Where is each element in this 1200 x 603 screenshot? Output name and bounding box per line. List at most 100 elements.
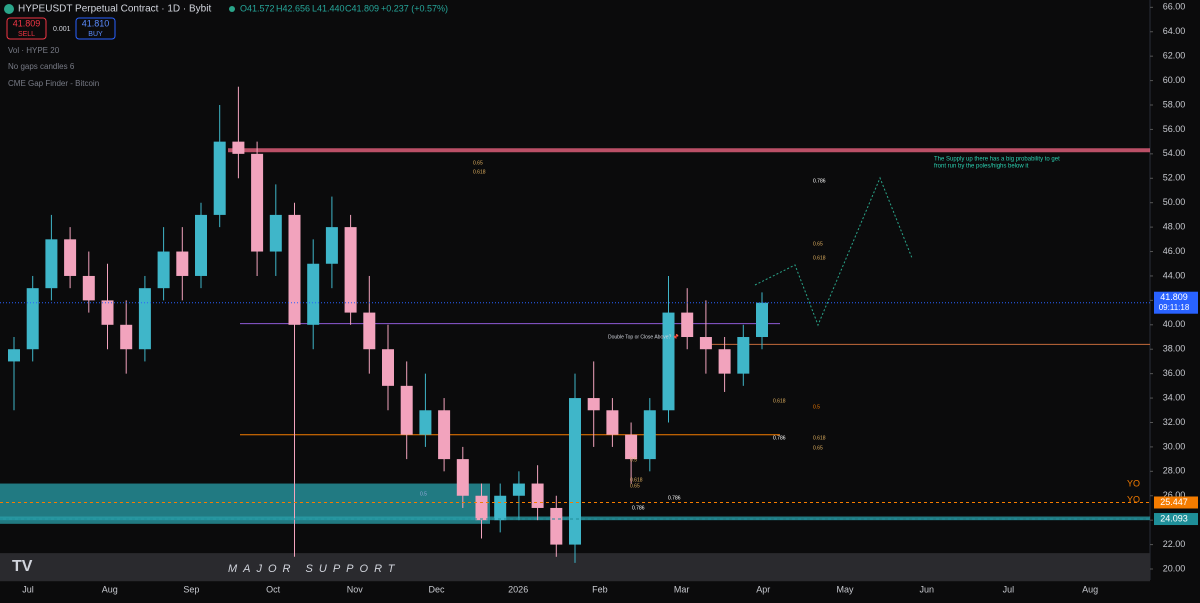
candle-body bbox=[643, 410, 656, 460]
change: +0.237 (+0.57%) bbox=[381, 3, 448, 13]
candle-body bbox=[606, 410, 619, 435]
fib-label: 0.786 bbox=[773, 435, 786, 441]
y-tick-label: 48.00 bbox=[1163, 221, 1186, 231]
ohlc-close: C41.809 bbox=[345, 3, 379, 13]
sell-button[interactable] bbox=[6, 17, 47, 40]
x-tick-label: Aug bbox=[1082, 584, 1098, 594]
y-tick-label: 52.00 bbox=[1163, 173, 1186, 183]
fib-label: 0.5 bbox=[813, 404, 820, 410]
candle-body bbox=[419, 410, 432, 435]
ohlc-high: H42.656 bbox=[276, 3, 310, 13]
fib-label: 0.786 bbox=[668, 495, 681, 501]
ohlc-open: O41.572 bbox=[240, 3, 275, 13]
x-tick-label: Jul bbox=[1003, 584, 1015, 594]
y-tick-label: 30.00 bbox=[1163, 441, 1186, 451]
x-tick-label: Nov bbox=[347, 584, 364, 594]
fib-label: 0.65 bbox=[813, 445, 823, 451]
fib-label: 0.786 bbox=[813, 178, 826, 184]
candle-body bbox=[382, 349, 394, 386]
candle-body bbox=[699, 337, 712, 350]
y-tick-label: 44.00 bbox=[1163, 270, 1186, 280]
fib-label: 0.65 bbox=[630, 483, 640, 489]
annotation: front run by the poles/highs below it bbox=[934, 164, 1029, 170]
indicator[interactable]: CME Gap Finder - Bitcoin bbox=[8, 79, 99, 88]
fib-label: 0.786 bbox=[632, 505, 645, 511]
price-label-box bbox=[1154, 513, 1198, 526]
fib-label: 0.65 bbox=[813, 241, 823, 247]
candle-body bbox=[325, 227, 338, 264]
yo-label: YO bbox=[1127, 494, 1140, 504]
candle-body bbox=[269, 214, 282, 252]
indicator[interactable]: Vol · HYPE 20 bbox=[8, 46, 60, 55]
y-tick-label: 54.00 bbox=[1163, 148, 1186, 158]
annotation: The Supply up there has a big probabilit… bbox=[934, 157, 1060, 163]
candle-body bbox=[662, 312, 675, 411]
fib-label: 0.618 bbox=[773, 398, 786, 404]
y-tick-label: 38.00 bbox=[1163, 344, 1186, 354]
fib-label: 0.618 bbox=[813, 435, 826, 441]
indicator[interactable]: No gaps candles 6 bbox=[8, 62, 75, 71]
candle-body bbox=[531, 483, 544, 508]
candle-body bbox=[8, 349, 20, 362]
last-price: 41.809 bbox=[1160, 292, 1188, 302]
symbol-icon bbox=[4, 4, 14, 14]
fib-label: 0.5 bbox=[420, 491, 427, 497]
candle-body bbox=[344, 227, 357, 313]
projection-path bbox=[754, 176, 913, 327]
fib-label: 0.618 bbox=[813, 255, 826, 261]
fib-label: 0.618 bbox=[473, 169, 486, 175]
price-label: 25.447 bbox=[1160, 497, 1188, 507]
fib-label: 0.65 bbox=[473, 160, 483, 166]
candle-body bbox=[176, 251, 189, 276]
price-label: 24.093 bbox=[1160, 513, 1188, 523]
y-tick-label: 36.00 bbox=[1163, 368, 1186, 378]
countdown: 09:11:18 bbox=[1159, 303, 1190, 312]
buy-label: BUY bbox=[88, 31, 103, 38]
candle-body bbox=[288, 214, 301, 325]
candle-body bbox=[157, 251, 170, 289]
x-tick-label: Mar bbox=[674, 584, 690, 594]
y-tick-label: 58.00 bbox=[1163, 99, 1186, 109]
buy-button[interactable] bbox=[75, 17, 116, 40]
candle-body bbox=[681, 312, 694, 338]
candle-body bbox=[512, 483, 525, 496]
y-tick-label: 40.00 bbox=[1163, 319, 1186, 329]
fib-label: 0.5 bbox=[630, 457, 637, 463]
candle-body bbox=[718, 349, 731, 374]
candle-body bbox=[213, 141, 226, 215]
tv-logo: TV bbox=[12, 558, 33, 575]
y-tick-label: 62.00 bbox=[1163, 51, 1186, 61]
candle-body bbox=[363, 312, 376, 350]
y-tick-label: 46.00 bbox=[1163, 246, 1186, 256]
y-tick-label: 26.00 bbox=[1163, 490, 1186, 500]
y-tick-label: 66.00 bbox=[1163, 2, 1186, 12]
symbol: HYPEUSDT Perpetual Contract · 1D · Bybit bbox=[18, 4, 211, 15]
buy-price: 41.810 bbox=[82, 18, 110, 28]
price-label-box bbox=[1154, 496, 1198, 509]
candle-body bbox=[400, 385, 413, 435]
y-tick-label: 60.00 bbox=[1163, 75, 1186, 85]
x-tick-label: Sep bbox=[183, 584, 199, 594]
annotation: Double Top or Close Above? 📌 bbox=[608, 333, 680, 340]
candle-body bbox=[625, 434, 638, 460]
x-tick-label: Dec bbox=[428, 584, 445, 594]
candle-body bbox=[251, 153, 264, 252]
y-tick-label: 34.00 bbox=[1163, 392, 1186, 402]
y-tick-label: 64.00 bbox=[1163, 26, 1186, 36]
y-tick-label: 32.00 bbox=[1163, 417, 1186, 427]
x-tick-label: Aug bbox=[102, 584, 118, 594]
candle-body bbox=[26, 288, 39, 350]
x-tick-label: Jun bbox=[919, 584, 934, 594]
candle-body bbox=[438, 410, 451, 460]
sell-label: SELL bbox=[18, 31, 35, 38]
candle-body bbox=[232, 141, 245, 154]
x-tick-label: Jul bbox=[22, 584, 34, 594]
yo-label: YO bbox=[1127, 478, 1140, 488]
x-tick-label: Apr bbox=[756, 584, 770, 594]
annotation: MAJOR SUPPORT bbox=[228, 563, 401, 575]
x-tick-label: 2026 bbox=[508, 584, 528, 594]
candle-body bbox=[195, 214, 207, 276]
spread: 0.001 bbox=[53, 26, 71, 33]
